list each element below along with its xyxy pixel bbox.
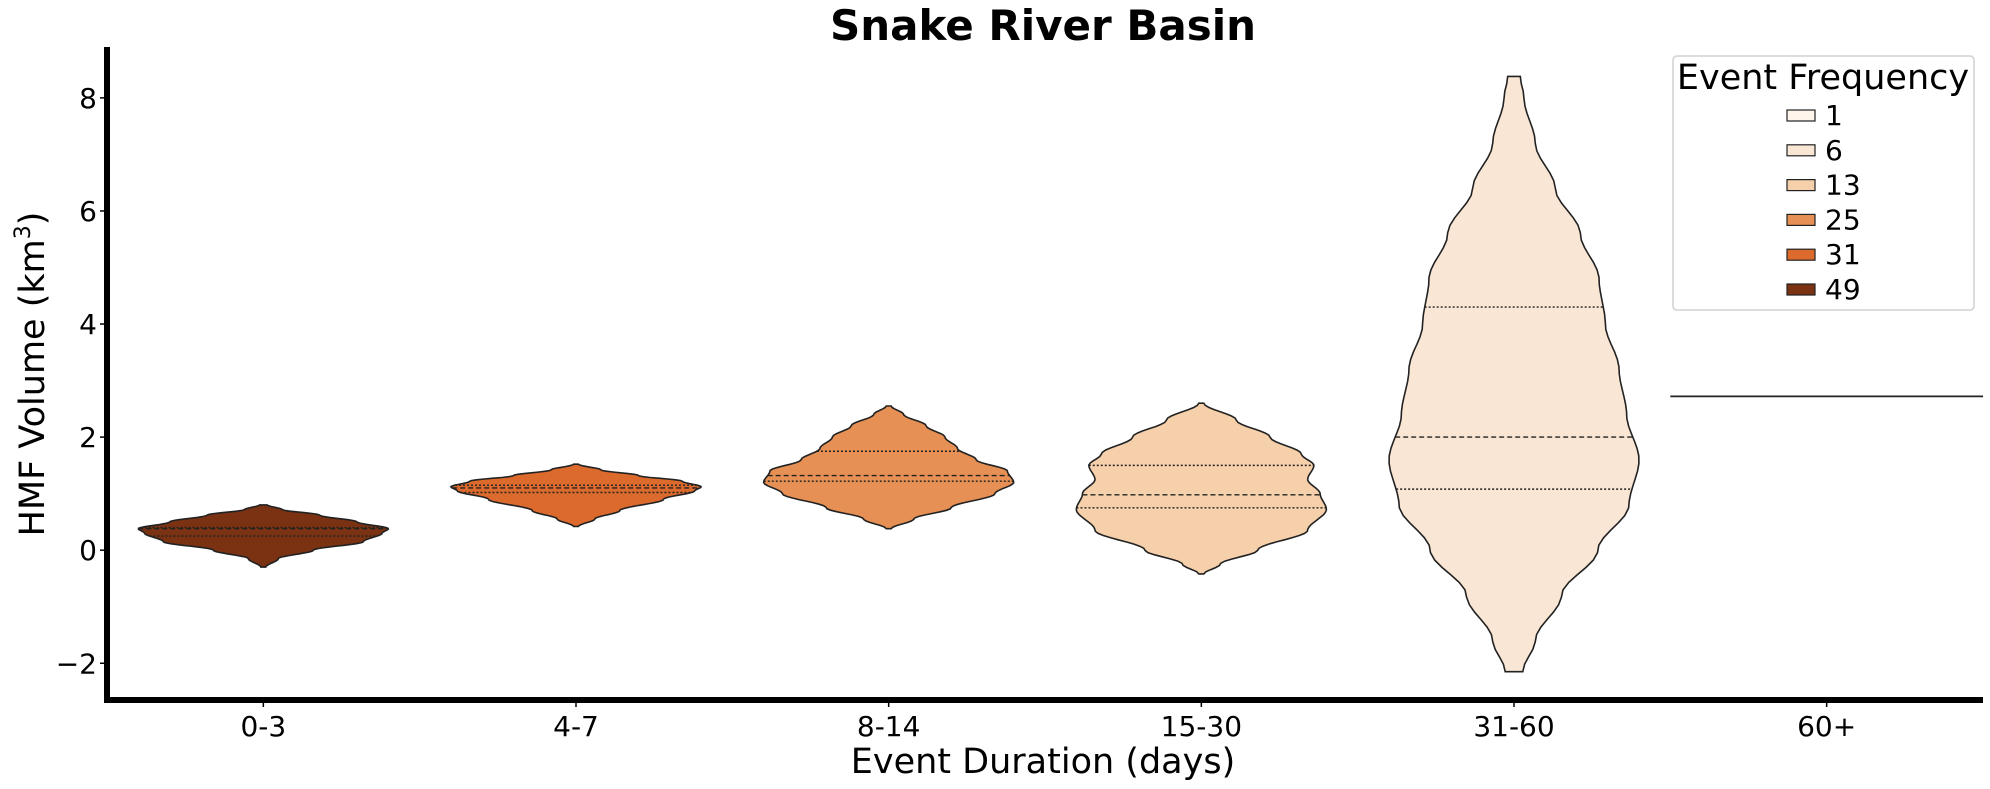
legend-swatch: [1786, 248, 1816, 261]
y-tick-label: 6: [79, 195, 97, 228]
violin-body: [1388, 75, 1640, 673]
y-axis-title-close: ): [13, 212, 53, 226]
x-tick-label: 8-14: [857, 710, 921, 743]
y-axis-ticks: −2 0 2 4 6 8: [56, 82, 107, 680]
x-tick-label: 15-30: [1161, 710, 1242, 743]
y-tick-label: 2: [79, 421, 97, 454]
chart-title: Snake River Basin: [830, 1, 1256, 50]
legend-title: Event Frequency: [1677, 58, 1969, 98]
x-tick-label: 60+: [1797, 710, 1856, 743]
x-tick-label: 31-60: [1473, 710, 1554, 743]
legend-swatch: [1786, 213, 1816, 226]
y-axis-title-main: HMF Volume (km: [13, 239, 53, 536]
legend-label: 13: [1825, 169, 1861, 202]
y-axis-title-group: HMF Volume (km3): [11, 212, 53, 537]
y-axis-title-superscript: 3: [11, 225, 36, 239]
y-axis-title: HMF Volume (km3): [11, 212, 53, 537]
y-tick-label: −2: [56, 647, 97, 680]
legend-swatch: [1786, 283, 1816, 296]
legend-swatch: [1786, 109, 1816, 122]
legend-label: 6: [1825, 134, 1843, 167]
x-tick-label: 4-7: [553, 710, 599, 743]
legend-frame: [1672, 55, 1975, 311]
legend-label: 31: [1825, 238, 1861, 271]
violin-body: [449, 463, 703, 528]
violin-body: [762, 405, 1015, 530]
x-axis-ticks: 0-3 4-7 8-14 15-30 31-60 60+: [240, 700, 1856, 743]
x-axis-title: Event Duration (days): [851, 742, 1235, 782]
violin-body: [1075, 402, 1328, 575]
legend-label: 49: [1825, 273, 1861, 306]
y-tick-label: 0: [79, 534, 97, 567]
violins: [137, 75, 1983, 673]
y-tick-label: 8: [79, 82, 97, 115]
legend-label: 25: [1825, 203, 1861, 236]
x-tick-label: 0-3: [240, 710, 286, 743]
legend-swatch: [1786, 144, 1816, 157]
legend-swatch: [1786, 179, 1816, 192]
legend-label: 1: [1825, 99, 1843, 132]
y-tick-label: 4: [79, 308, 97, 341]
